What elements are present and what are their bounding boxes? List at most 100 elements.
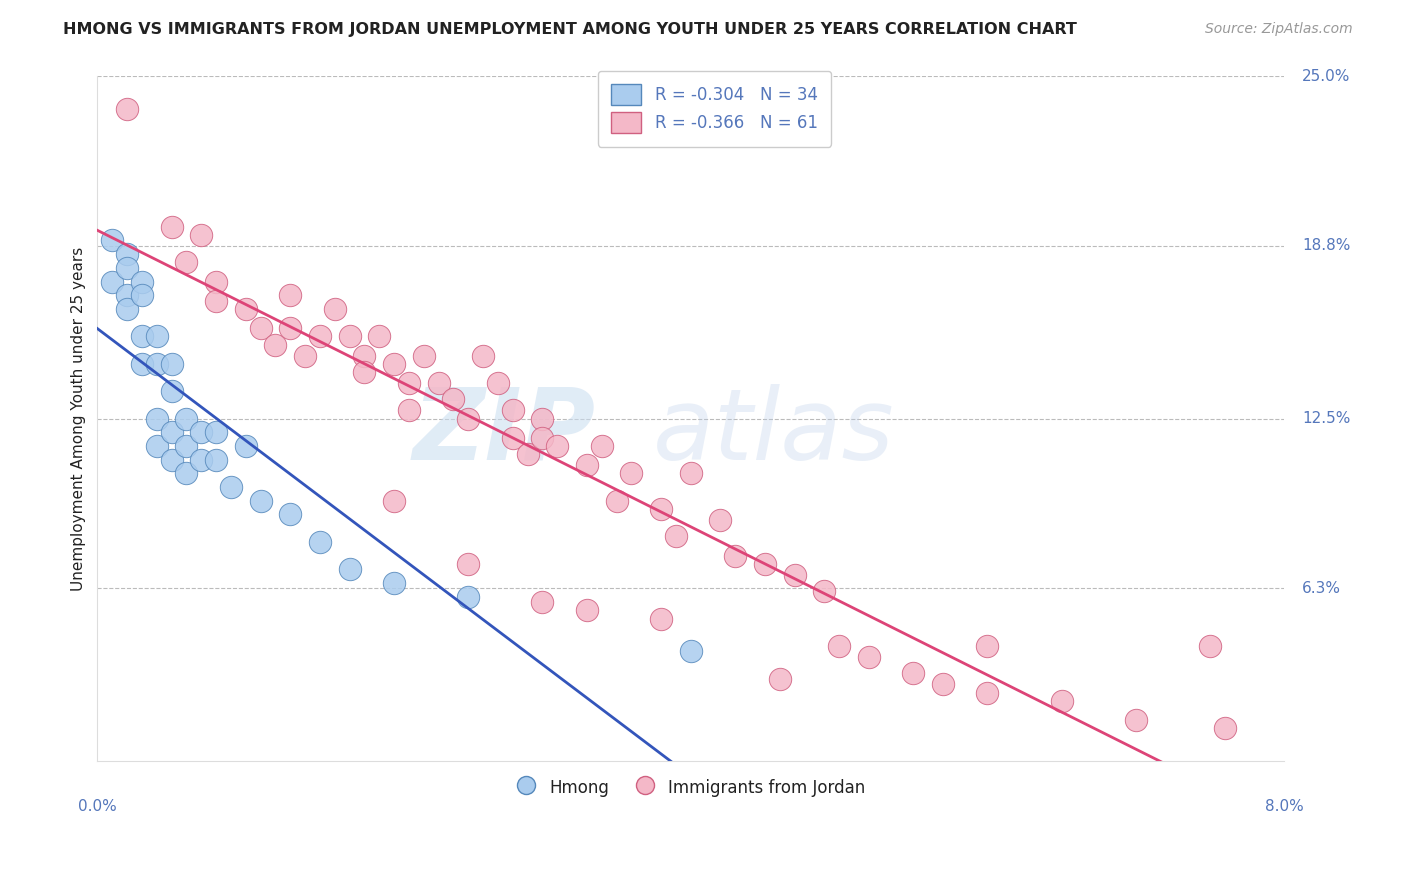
Point [427, 376, 450, 390]
Point [131, 275, 153, 289]
Point [665, 529, 688, 543]
Point [190, 452, 212, 467]
Text: 0.0%: 0.0% [77, 799, 117, 814]
Point [457, 411, 479, 425]
Point [516, 447, 538, 461]
Point [531, 595, 554, 609]
Point [769, 672, 792, 686]
Point [309, 329, 332, 343]
Point [176, 467, 198, 481]
Point [679, 644, 702, 658]
Point [1125, 713, 1147, 727]
Point [472, 349, 495, 363]
Point [368, 329, 391, 343]
Point [294, 349, 316, 363]
Point [278, 321, 301, 335]
Point [145, 411, 167, 425]
Point [278, 288, 301, 302]
Point [650, 502, 672, 516]
Point [783, 567, 806, 582]
Point [115, 102, 138, 116]
Point [575, 458, 598, 472]
Point [205, 293, 228, 308]
Point [339, 329, 361, 343]
Point [441, 392, 464, 407]
Point [457, 590, 479, 604]
Point [531, 431, 554, 445]
Point [606, 493, 628, 508]
Point [754, 557, 776, 571]
Point [145, 329, 167, 343]
Point [353, 365, 375, 379]
Point [131, 288, 153, 302]
Point [145, 439, 167, 453]
Point [249, 493, 271, 508]
Point [190, 425, 212, 440]
Point [160, 425, 183, 440]
Point [160, 384, 183, 399]
Point [101, 234, 124, 248]
Point [145, 357, 167, 371]
Point [323, 301, 346, 316]
Point [457, 557, 479, 571]
Point [205, 425, 228, 440]
Point [176, 411, 198, 425]
Point [131, 329, 153, 343]
Text: Source: ZipAtlas.com: Source: ZipAtlas.com [1205, 22, 1353, 37]
Point [278, 508, 301, 522]
Point [339, 562, 361, 576]
Text: 6.3%: 6.3% [1302, 581, 1341, 596]
Point [176, 255, 198, 269]
Text: 25.0%: 25.0% [1302, 69, 1350, 84]
Point [575, 603, 598, 617]
Point [353, 349, 375, 363]
Point [160, 452, 183, 467]
Point [309, 534, 332, 549]
Point [486, 376, 509, 390]
Point [1050, 694, 1073, 708]
Point [502, 403, 524, 417]
Point [115, 260, 138, 275]
Point [976, 685, 998, 699]
Point [219, 480, 242, 494]
Text: HMONG VS IMMIGRANTS FROM JORDAN UNEMPLOYMENT AMONG YOUTH UNDER 25 YEARS CORRELAT: HMONG VS IMMIGRANTS FROM JORDAN UNEMPLOY… [63, 22, 1077, 37]
Point [1199, 639, 1222, 653]
Point [976, 639, 998, 653]
Point [620, 467, 643, 481]
Point [115, 288, 138, 302]
Point [709, 513, 731, 527]
Point [264, 337, 287, 351]
Point [591, 439, 613, 453]
Text: atlas: atlas [652, 384, 894, 481]
Point [502, 431, 524, 445]
Point [382, 576, 405, 591]
Point [398, 403, 420, 417]
Point [115, 301, 138, 316]
Point [679, 467, 702, 481]
Point [650, 611, 672, 625]
Point [531, 411, 554, 425]
Text: 12.5%: 12.5% [1302, 411, 1350, 426]
Point [546, 439, 568, 453]
Point [205, 452, 228, 467]
Point [131, 357, 153, 371]
Point [828, 639, 851, 653]
Point [382, 357, 405, 371]
Point [398, 376, 420, 390]
Text: 18.8%: 18.8% [1302, 238, 1350, 253]
Point [249, 321, 271, 335]
Point [382, 493, 405, 508]
Point [932, 677, 955, 691]
Point [160, 357, 183, 371]
Point [205, 275, 228, 289]
Point [115, 247, 138, 261]
Point [190, 227, 212, 242]
Point [101, 275, 124, 289]
Point [235, 301, 257, 316]
Point [176, 439, 198, 453]
Point [412, 349, 434, 363]
Point [235, 439, 257, 453]
Text: 8.0%: 8.0% [1265, 799, 1303, 814]
Point [160, 219, 183, 234]
Point [1213, 721, 1236, 735]
